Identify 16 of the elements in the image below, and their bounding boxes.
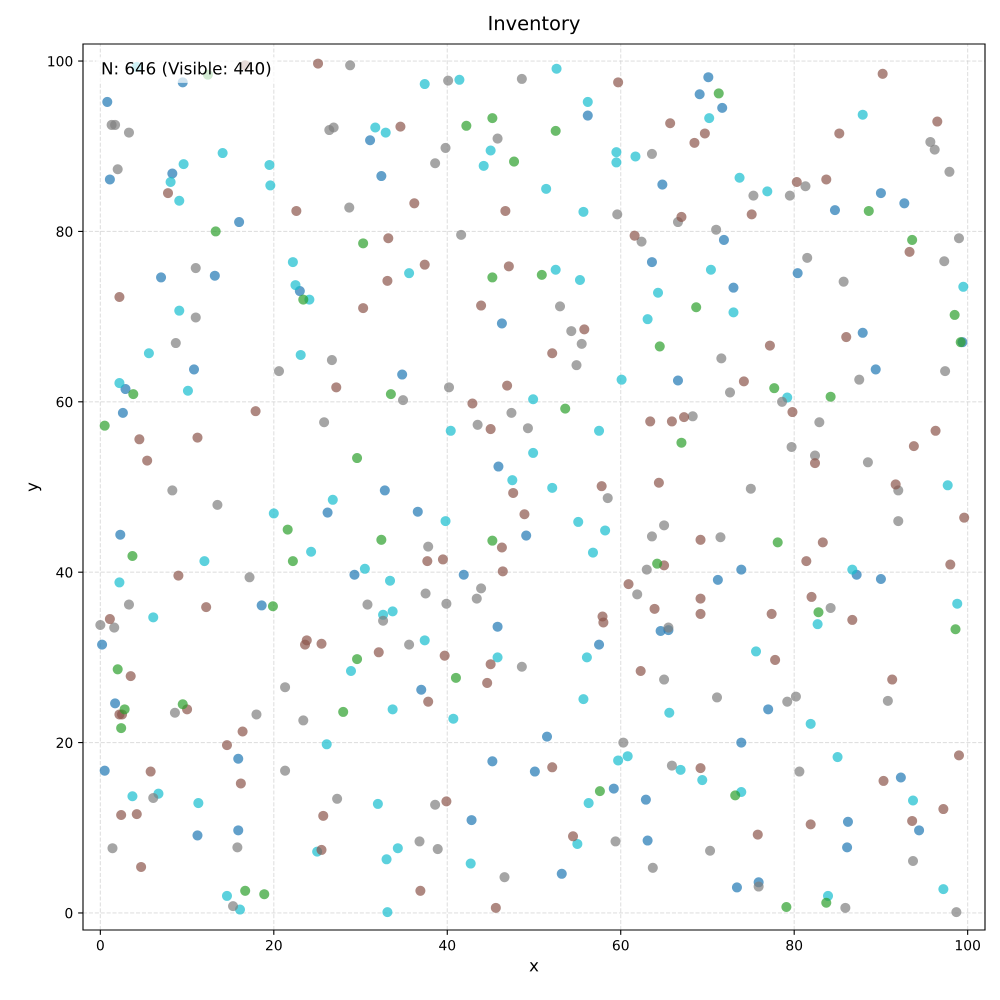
y-tick-label: 20 [56,738,72,748]
y-tick-label: 0 [65,908,72,918]
x-tick-label: 60 [612,940,629,950]
x-tick-label: 100 [956,940,980,950]
y-tick-label: 80 [56,226,72,237]
chart-title: Inventory [489,16,580,34]
y-tick-label: 40 [56,567,72,578]
x-tick-label: 0 [96,940,104,950]
y-tick-label: 100 [48,56,72,67]
x-tick-label: 40 [439,940,456,950]
y-axis-title: y [28,482,42,492]
y-tick-label: 60 [56,396,72,408]
x-tick-label: 80 [786,940,802,950]
annotation: N: 646 (Visible: 440) [102,62,270,77]
x-tick-label: 20 [266,940,282,950]
x-axis-title: x [530,962,538,972]
